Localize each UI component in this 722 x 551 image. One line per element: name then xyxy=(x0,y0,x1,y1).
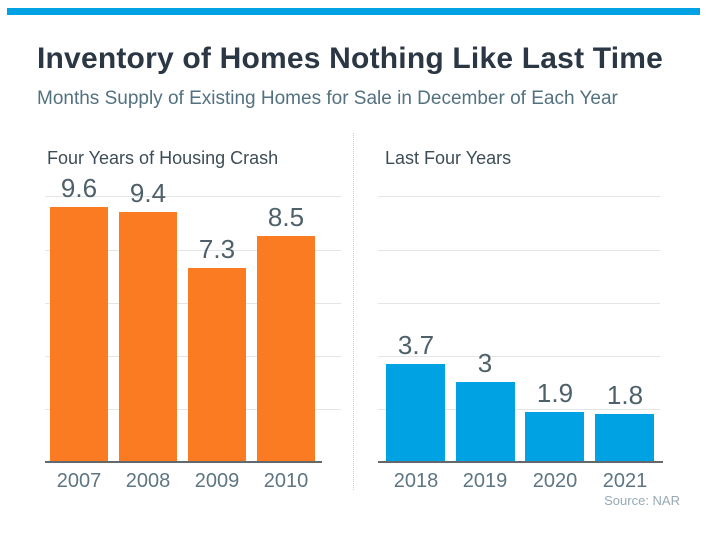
x-tick-label: 2021 xyxy=(602,470,648,492)
bar-value-label: 3 xyxy=(477,348,493,378)
x-tick-label: 2019 xyxy=(462,470,508,492)
top-accent-bar xyxy=(7,8,700,15)
panel-heading-last-four-years: Last Four Years xyxy=(385,148,512,168)
bar xyxy=(525,412,584,462)
x-tick-label: 2018 xyxy=(393,470,439,492)
gridline xyxy=(378,356,660,357)
bar xyxy=(50,207,108,462)
x-tick-label: 2020 xyxy=(532,470,578,492)
x-tick-label: 2010 xyxy=(263,470,309,492)
x-tick-label: 2007 xyxy=(56,470,102,492)
bar-value-label: 1.8 xyxy=(606,380,644,410)
x-axis-line xyxy=(378,461,663,463)
bar-value-label: 8.5 xyxy=(267,202,305,232)
bar-value-label: 3.7 xyxy=(397,330,435,360)
panel-heading-housing-crash: Four Years of Housing Crash xyxy=(47,148,279,168)
x-tick-label: 2009 xyxy=(194,470,240,492)
gridline xyxy=(45,196,341,197)
bar xyxy=(188,268,246,462)
source-credit: Source: NAR xyxy=(604,493,680,508)
bar xyxy=(119,212,177,462)
x-axis-line xyxy=(45,461,322,463)
bar-value-label: 1.9 xyxy=(536,378,574,408)
chart-title: Inventory of Homes Nothing Like Last Tim… xyxy=(37,42,664,75)
gridline xyxy=(378,250,660,251)
gridline xyxy=(45,250,341,251)
bar xyxy=(386,364,445,462)
bar xyxy=(257,236,315,462)
bar-value-label: 7.3 xyxy=(198,234,236,264)
bar-value-label: 9.6 xyxy=(60,173,98,203)
bar xyxy=(456,382,515,462)
bar xyxy=(595,414,654,462)
panel-divider xyxy=(353,133,354,490)
gridline xyxy=(378,303,660,304)
chart-subtitle: Months Supply of Existing Homes for Sale… xyxy=(37,88,618,109)
x-tick-label: 2008 xyxy=(125,470,171,492)
gridline xyxy=(378,409,660,410)
bar-value-label: 9.4 xyxy=(129,178,167,208)
gridline xyxy=(378,196,660,197)
